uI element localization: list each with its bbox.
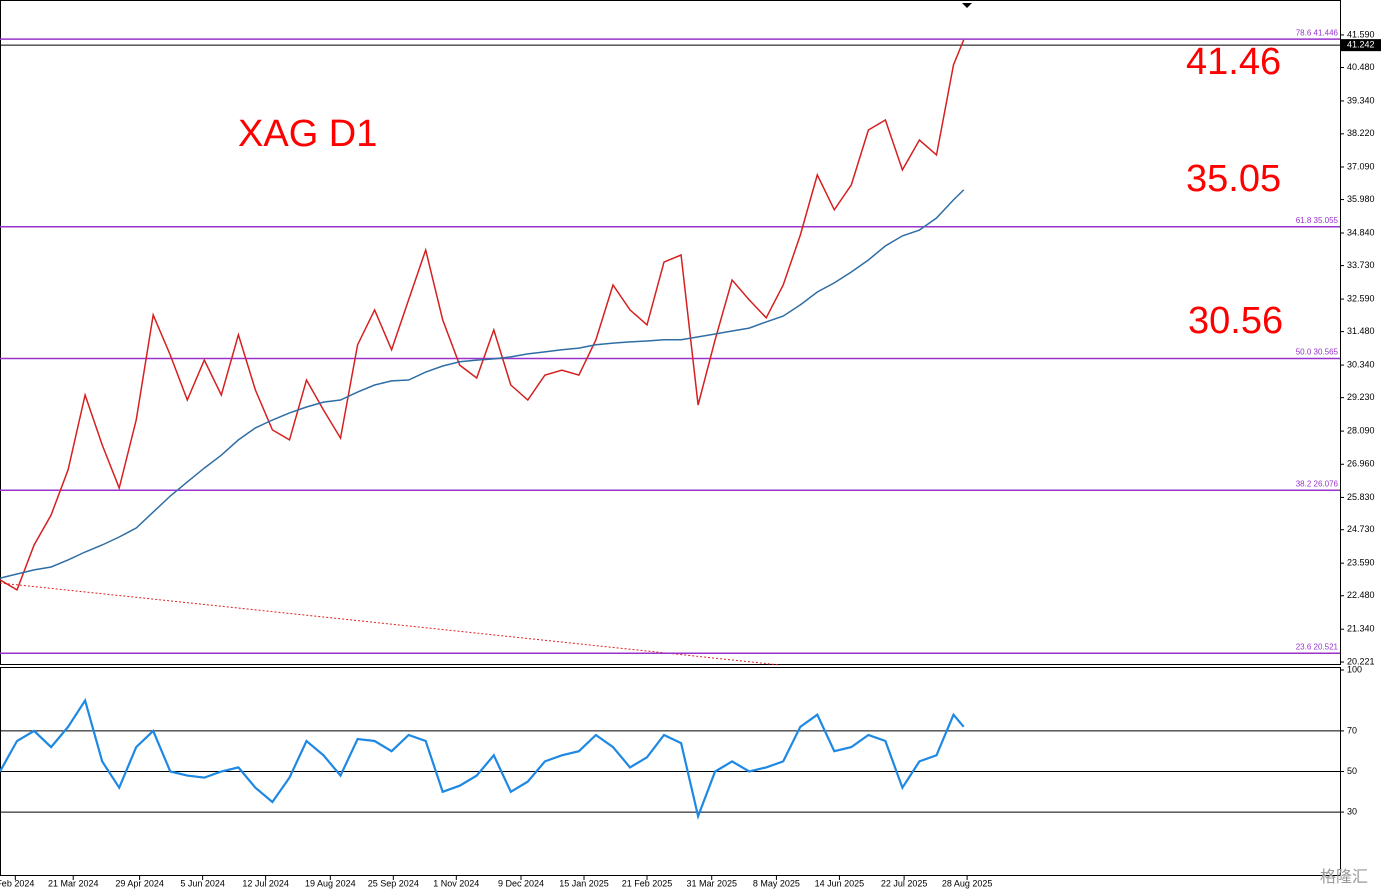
shift-marker bbox=[962, 3, 972, 8]
y-tick-label: 33.730 bbox=[1347, 260, 1375, 270]
watermark: 格隆汇 bbox=[1320, 868, 1368, 886]
x-tick-label: 5 Jun 2024 bbox=[180, 878, 225, 888]
x-tick-label: 19 Aug 2024 bbox=[305, 878, 356, 888]
y-tick-label: 25.830 bbox=[1347, 492, 1375, 502]
y-tick-label: 21.340 bbox=[1347, 624, 1375, 634]
annotation: 41.46 bbox=[1186, 41, 1281, 83]
y-tick-label: 39.340 bbox=[1347, 95, 1375, 105]
y-tick-label: 100 bbox=[1347, 664, 1362, 674]
level-label: 61.8 35.055 bbox=[1296, 216, 1339, 225]
x-tick-label: 14 Jun 2025 bbox=[815, 878, 865, 888]
y-tick-label: 30 bbox=[1347, 806, 1357, 816]
y-tick-label: 50 bbox=[1347, 766, 1357, 776]
level-label: 38.2 26.076 bbox=[1296, 479, 1339, 488]
y-tick-label: 41.590 bbox=[1347, 29, 1375, 39]
y-tick-label: 22.480 bbox=[1347, 590, 1375, 600]
y-tick-label: 70 bbox=[1347, 725, 1357, 735]
x-tick-label: 9 Dec 2024 bbox=[498, 878, 544, 888]
current-price-label: 41.242 bbox=[1347, 40, 1375, 50]
y-tick-label: 29.230 bbox=[1347, 392, 1375, 402]
main-panel bbox=[0, 0, 1341, 665]
x-tick-label: 25 Sep 2024 bbox=[368, 878, 419, 888]
x-tick-label: Feb 2024 bbox=[0, 878, 34, 888]
y-tick-label: 31.480 bbox=[1347, 326, 1375, 336]
y-tick-label: 30.340 bbox=[1347, 359, 1375, 369]
y-tick-label: 32.590 bbox=[1347, 293, 1375, 303]
x-tick-label: 12 Jul 2024 bbox=[242, 878, 289, 888]
y-tick-label: 28.090 bbox=[1347, 425, 1375, 435]
level-label: 78.6 41.446 bbox=[1296, 28, 1339, 37]
x-tick-label: 28 Aug 2025 bbox=[942, 878, 993, 888]
y-tick-label: 38.220 bbox=[1347, 128, 1375, 138]
x-tick-label: 21 Mar 2024 bbox=[48, 878, 99, 888]
annotation: 35.05 bbox=[1186, 158, 1281, 200]
chart-title: XAG D1 bbox=[238, 113, 377, 155]
x-tick-label: 29 Apr 2024 bbox=[115, 878, 164, 888]
series-line bbox=[0, 189, 965, 579]
y-tick-label: 24.730 bbox=[1347, 524, 1375, 534]
trend-line bbox=[0, 582, 781, 666]
annotation: 30.56 bbox=[1188, 300, 1283, 342]
x-tick-label: 8 May 2025 bbox=[753, 878, 800, 888]
series-line bbox=[0, 39, 965, 591]
y-tick-label: 34.840 bbox=[1347, 227, 1375, 237]
level-label: 23.6 20.521 bbox=[1296, 642, 1339, 651]
y-tick-label: 20.221 bbox=[1347, 656, 1375, 666]
level-label: 50.0 30.565 bbox=[1296, 348, 1339, 357]
series-line bbox=[0, 697, 965, 820]
y-tick-label: 26.960 bbox=[1347, 459, 1375, 469]
y-tick-label: 23.590 bbox=[1347, 558, 1375, 568]
x-tick-label: 21 Feb 2025 bbox=[622, 878, 673, 888]
current-price-box bbox=[1341, 39, 1381, 52]
y-tick-label: 40.480 bbox=[1347, 62, 1375, 72]
x-tick-label: 31 Mar 2025 bbox=[686, 878, 737, 888]
y-tick-label: 37.090 bbox=[1347, 161, 1375, 171]
y-tick-label: 35.980 bbox=[1347, 194, 1375, 204]
x-tick-label: 22 Jul 2025 bbox=[881, 878, 928, 888]
x-tick-label: 1 Nov 2024 bbox=[433, 878, 479, 888]
x-tick-label: 15 Jan 2025 bbox=[559, 878, 609, 888]
